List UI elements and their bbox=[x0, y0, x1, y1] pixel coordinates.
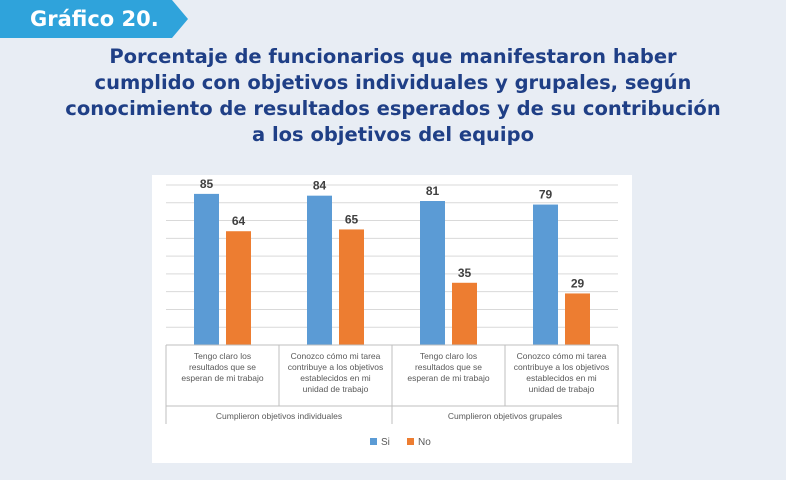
category-label-4-line-4: unidad de trabajo bbox=[529, 384, 595, 394]
data-label-no-1: 64 bbox=[232, 214, 246, 228]
chart-number-badge: Gráfico 20. bbox=[0, 0, 188, 38]
bar-no-1 bbox=[226, 231, 251, 345]
bar-no-3 bbox=[452, 282, 477, 345]
data-label-si-2: 84 bbox=[313, 179, 327, 193]
bar-no-2 bbox=[339, 229, 364, 345]
chart-panel: 85 84 81 79 64 65 35 29 Tengo claro los resultado… bbox=[152, 175, 632, 463]
category-label-3-line-1: Tengo claro los bbox=[420, 351, 477, 361]
data-label-si-4: 79 bbox=[539, 188, 553, 202]
group-label-2: Cumplieron objetivos grupales bbox=[448, 411, 562, 421]
legend-swatch-no bbox=[407, 438, 414, 445]
group-label-1: Cumplieron objetivos individuales bbox=[216, 411, 342, 421]
data-label-si-3: 81 bbox=[426, 184, 440, 198]
data-label-no-2: 65 bbox=[345, 212, 359, 226]
chart-title-line-3: conocimiento de resultados esperados y d… bbox=[65, 97, 721, 120]
legend-label-no: No bbox=[418, 437, 431, 448]
legend-label-si: Si bbox=[381, 437, 390, 448]
bar-si-3 bbox=[420, 201, 445, 345]
category-label-4-line-1: Conozco cómo mi tarea bbox=[517, 351, 607, 361]
category-label-3-line-3: esperan de mi trabajo bbox=[407, 373, 489, 383]
data-label-no-3: 35 bbox=[458, 266, 472, 280]
bar-no-4 bbox=[565, 293, 590, 345]
category-label-1-line-2: resultados que se bbox=[189, 362, 256, 372]
bar-si-1 bbox=[194, 193, 219, 345]
category-label-4-line-3: establecidos en mi bbox=[526, 373, 597, 383]
category-label-2-line-3: establecidos en mi bbox=[300, 373, 371, 383]
chart-title-line-2: cumplido con objetivos individuales y gr… bbox=[94, 71, 692, 94]
data-label-no-4: 29 bbox=[571, 276, 585, 290]
chart-title-line-1: Porcentaje de funcionarios que manifesta… bbox=[109, 45, 677, 68]
category-label-2-line-2: contribuye a los objetivos bbox=[288, 362, 383, 372]
category-label-3-line-2: resultados que se bbox=[415, 362, 482, 372]
category-label-2-line-4: unidad de trabajo bbox=[303, 384, 369, 394]
chart-title-line-4: a los objetivos del equipo bbox=[252, 123, 534, 146]
category-label-1-line-3: esperan de mi trabajo bbox=[181, 373, 263, 383]
legend-swatch-si bbox=[370, 438, 377, 445]
chart-title: Porcentaje de funcionarios que manifesta… bbox=[60, 44, 726, 148]
category-label-4-line-2: contribuye a los objetivos bbox=[514, 362, 609, 372]
data-label-si-1: 85 bbox=[200, 177, 214, 191]
category-label-2-line-1: Conozco cómo mi tarea bbox=[291, 351, 381, 361]
bar-si-2 bbox=[307, 195, 332, 345]
category-label-1-line-1: Tengo claro los bbox=[194, 351, 251, 361]
bar-si-4 bbox=[533, 204, 558, 345]
